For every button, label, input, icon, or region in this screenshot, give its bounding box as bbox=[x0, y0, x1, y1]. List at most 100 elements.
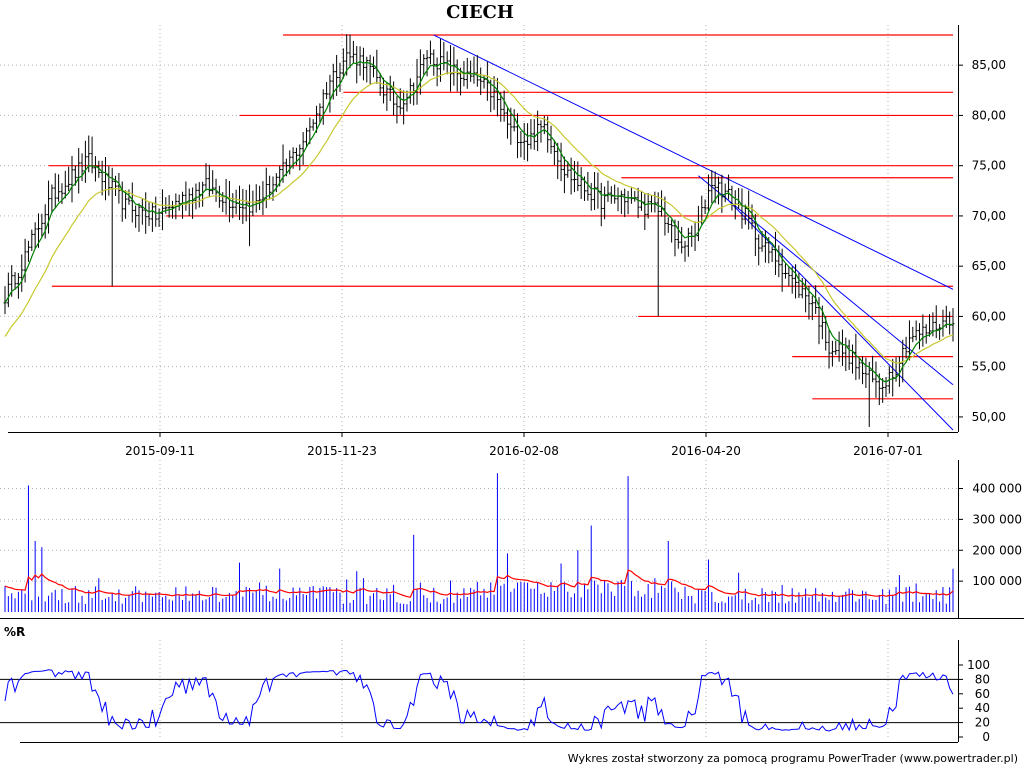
ohlc-bar bbox=[194, 183, 198, 210]
ohlc-bar bbox=[107, 166, 111, 196]
ohlc-bar bbox=[26, 240, 30, 262]
ohlc-bar bbox=[114, 175, 118, 197]
ohlc-bar bbox=[526, 123, 530, 162]
ohlc-bar bbox=[505, 108, 509, 139]
ohlc-bar bbox=[780, 248, 784, 292]
ohlc-bar bbox=[673, 219, 677, 257]
volume-y-tick-label: 300 000 bbox=[972, 512, 1022, 526]
ohlc-bar bbox=[338, 62, 342, 92]
ohlc-bar bbox=[589, 182, 593, 211]
ohlc-bar bbox=[197, 182, 201, 208]
ohlc-bar bbox=[301, 132, 305, 165]
ohlc-bar bbox=[318, 103, 322, 124]
price-y-tick-label: 75,00 bbox=[972, 159, 1006, 173]
ohlc-bar bbox=[549, 125, 553, 154]
ohlc-bar bbox=[184, 181, 188, 211]
price-y-tick-label: 55,00 bbox=[972, 360, 1006, 374]
ohlc-bar bbox=[593, 172, 597, 211]
ohlc-bar bbox=[231, 193, 235, 219]
wr-y-tick-label: 40 bbox=[975, 701, 990, 715]
ohlc-bar bbox=[140, 198, 144, 225]
ohlc-bar bbox=[790, 266, 794, 294]
ohlc-bar bbox=[670, 219, 674, 243]
ohlc-bar bbox=[438, 38, 442, 82]
ohlc-bar bbox=[874, 361, 878, 398]
ohlc-bar bbox=[546, 116, 550, 153]
ohlc-bar bbox=[408, 78, 412, 104]
ohlc-bar bbox=[787, 266, 791, 287]
ohlc-bar bbox=[328, 74, 332, 113]
ohlc-bar bbox=[124, 190, 128, 219]
ohlc-bar bbox=[676, 220, 680, 249]
ohlc-bar bbox=[432, 49, 436, 76]
williams-r-label: %R bbox=[4, 625, 25, 639]
ohlc-bar bbox=[840, 329, 844, 366]
ohlc-bar bbox=[321, 89, 325, 125]
ohlc-bar bbox=[646, 193, 650, 219]
ohlc-bar bbox=[773, 231, 777, 275]
ohlc-bar bbox=[720, 174, 724, 213]
ohlc-bar bbox=[30, 229, 34, 252]
ohlc-bar bbox=[576, 161, 580, 192]
ohlc-bar bbox=[643, 192, 647, 231]
ohlc-bar bbox=[938, 324, 942, 340]
ohlc-bar bbox=[603, 186, 607, 220]
ohlc-bar bbox=[572, 160, 576, 193]
ohlc-bars bbox=[3, 34, 955, 427]
ohlc-bar bbox=[130, 182, 134, 223]
ohlc-bar bbox=[569, 157, 573, 195]
moving-average-long bbox=[4, 71, 954, 364]
volume-y-tick-label: 100 000 bbox=[972, 574, 1022, 588]
ohlc-bar bbox=[864, 357, 868, 389]
ohlc-bar bbox=[770, 246, 774, 263]
wr-y-tick-label: 80 bbox=[975, 672, 990, 686]
ohlc-bar bbox=[703, 199, 707, 215]
ohlc-bar bbox=[53, 173, 57, 208]
ohlc-bar bbox=[881, 378, 885, 403]
ohlc-bar bbox=[706, 174, 710, 212]
ohlc-bar bbox=[623, 188, 627, 217]
ohlc-bar bbox=[134, 205, 138, 228]
ohlc-bar bbox=[519, 131, 523, 158]
ohlc-bar bbox=[428, 40, 432, 65]
ohlc-bar bbox=[368, 54, 372, 85]
ohlc-bar bbox=[562, 156, 566, 194]
ohlc-bar bbox=[442, 41, 446, 71]
volume-average-line bbox=[4, 569, 954, 598]
trendline bbox=[433, 34, 954, 290]
ohlc-bar bbox=[877, 373, 881, 406]
ohlc-bar bbox=[93, 156, 97, 182]
ohlc-bar bbox=[740, 188, 744, 229]
ohlc-bar bbox=[43, 204, 47, 239]
ohlc-bar bbox=[251, 190, 255, 217]
ohlc-bar bbox=[660, 190, 664, 217]
price-x-tick-label: 2015-11-23 bbox=[307, 444, 377, 458]
ohlc-bar bbox=[248, 184, 252, 247]
ohlc-bar bbox=[207, 164, 211, 198]
ohlc-bar bbox=[851, 344, 855, 374]
ohlc-bar bbox=[405, 90, 409, 112]
ohlc-bar bbox=[47, 180, 51, 234]
ohlc-bar bbox=[844, 337, 848, 372]
ohlc-bar bbox=[315, 105, 319, 133]
wr-y-tick-label: 100 bbox=[967, 658, 990, 672]
ohlc-bar bbox=[204, 163, 208, 191]
price-y-tick-label: 85,00 bbox=[972, 58, 1006, 72]
ohlc-bar bbox=[351, 40, 355, 63]
ohlc-bar bbox=[794, 264, 798, 299]
price-x-tick-label: 2016-02-08 bbox=[489, 444, 559, 458]
ohlc-bar bbox=[311, 119, 315, 131]
ohlc-bar bbox=[264, 167, 268, 209]
ohlc-bar bbox=[904, 336, 908, 359]
ohlc-bar bbox=[837, 331, 841, 362]
ohlc-bar bbox=[686, 227, 690, 257]
ohlc-bar bbox=[482, 74, 486, 89]
ohlc-bar bbox=[150, 201, 154, 232]
ohlc-bar bbox=[907, 320, 911, 361]
ohlc-bar bbox=[710, 170, 714, 204]
ohlc-bar bbox=[308, 117, 312, 145]
ohlc-bar bbox=[187, 188, 191, 217]
price-y-tick-label: 80,00 bbox=[972, 108, 1006, 122]
ohlc-bar bbox=[258, 185, 262, 211]
